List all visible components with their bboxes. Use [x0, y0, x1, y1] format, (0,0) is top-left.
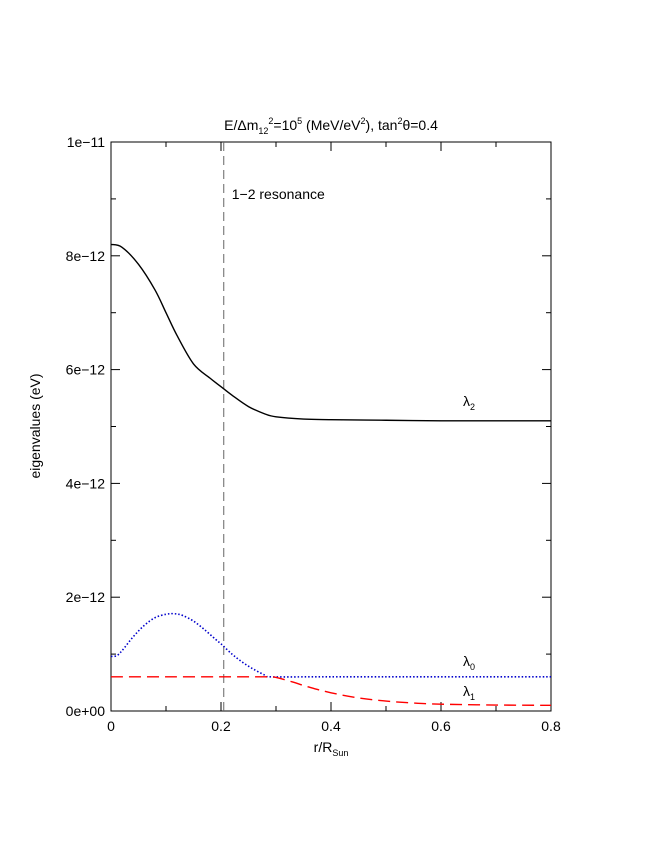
resonance-label: 1−2 resonance [232, 186, 325, 202]
x-tick-label: 0.4 [321, 718, 341, 734]
x-tick-label: 0.6 [431, 718, 451, 734]
y-tick-label: 6e−12 [66, 362, 106, 378]
series-line-λ1 [111, 676, 552, 707]
y-axis-label: eigenvalues (eV) [27, 373, 43, 478]
x-tick-label: 0.8 [541, 718, 561, 734]
series-group [110, 243, 552, 707]
series-line-λ0 [110, 612, 551, 678]
x-axis-ticks: 0 0.2 0.4 0.6 0.8 [107, 142, 561, 734]
y-tick-label: 4e−12 [66, 475, 106, 491]
series-label-lambda0: λ0 [463, 653, 475, 672]
series-line-λ2 [110, 243, 551, 422]
y-tick-label: 0e+00 [66, 703, 106, 719]
x-axis-label: r/RSun [314, 739, 349, 758]
y-tick-label: 1e−11 [67, 134, 105, 150]
x-tick-label: 0.2 [211, 718, 231, 734]
y-tick-label: 2e−12 [66, 589, 106, 605]
series-label-lambda1: λ1 [463, 683, 475, 702]
annotations: 1−2 resonance [223, 142, 325, 711]
chart-title: E/Δm122=105 (MeV/eV2), tan2θ=0.4 [224, 116, 438, 136]
y-tick-label: 8e−12 [66, 248, 106, 264]
x-tick-label: 0 [107, 718, 115, 734]
y-axis-ticks: 0e+00 2e−12 4e−12 6e−12 8e−12 1e−11 [66, 134, 551, 719]
plot-frame [110, 141, 552, 712]
series-label-lambda2: λ2 [463, 393, 475, 412]
